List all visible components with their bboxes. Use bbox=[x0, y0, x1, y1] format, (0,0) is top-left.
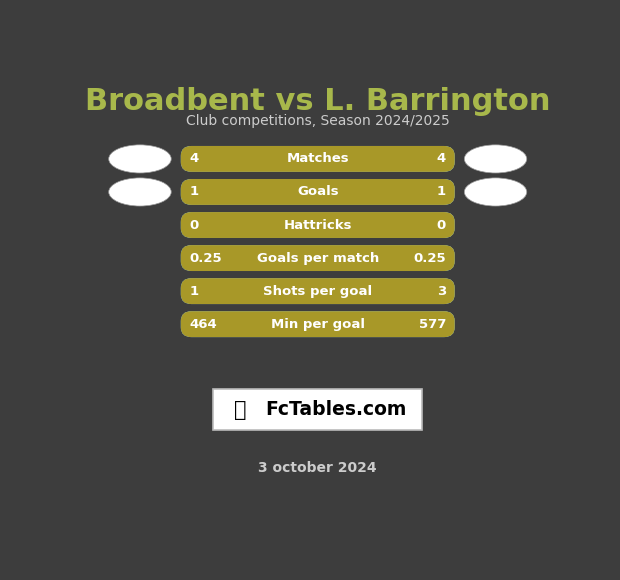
Text: Matches: Matches bbox=[286, 153, 349, 165]
Text: 1: 1 bbox=[437, 186, 446, 198]
Text: 0.25: 0.25 bbox=[414, 252, 446, 264]
Text: Broadbent vs L. Barrington: Broadbent vs L. Barrington bbox=[85, 88, 551, 117]
FancyBboxPatch shape bbox=[181, 278, 454, 304]
Text: 📊: 📊 bbox=[234, 400, 246, 420]
Ellipse shape bbox=[464, 178, 527, 206]
Text: Goals per match: Goals per match bbox=[257, 252, 379, 264]
FancyBboxPatch shape bbox=[181, 212, 454, 238]
FancyBboxPatch shape bbox=[181, 311, 454, 337]
FancyBboxPatch shape bbox=[181, 311, 454, 337]
Text: 4: 4 bbox=[437, 153, 446, 165]
FancyBboxPatch shape bbox=[181, 146, 454, 172]
Text: 0.25: 0.25 bbox=[190, 252, 222, 264]
Ellipse shape bbox=[464, 145, 527, 173]
Text: 577: 577 bbox=[418, 318, 446, 331]
Text: Club competitions, Season 2024/2025: Club competitions, Season 2024/2025 bbox=[186, 114, 450, 128]
Text: Goals: Goals bbox=[297, 186, 339, 198]
FancyBboxPatch shape bbox=[181, 245, 454, 271]
Ellipse shape bbox=[108, 145, 171, 173]
Text: Hattricks: Hattricks bbox=[283, 219, 352, 231]
Ellipse shape bbox=[108, 178, 171, 206]
FancyBboxPatch shape bbox=[213, 389, 422, 430]
Text: 4: 4 bbox=[190, 153, 198, 165]
Text: Min per goal: Min per goal bbox=[271, 318, 365, 331]
Text: 1: 1 bbox=[190, 285, 198, 298]
FancyBboxPatch shape bbox=[181, 179, 454, 205]
FancyBboxPatch shape bbox=[181, 245, 454, 271]
Text: FcTables.com: FcTables.com bbox=[265, 400, 407, 419]
Text: Shots per goal: Shots per goal bbox=[263, 285, 373, 298]
FancyBboxPatch shape bbox=[181, 146, 454, 172]
FancyBboxPatch shape bbox=[181, 278, 454, 304]
Text: 1: 1 bbox=[190, 186, 198, 198]
Text: 464: 464 bbox=[190, 318, 217, 331]
Text: 3: 3 bbox=[437, 285, 446, 298]
FancyBboxPatch shape bbox=[181, 179, 454, 205]
Text: 0: 0 bbox=[437, 219, 446, 231]
Text: 0: 0 bbox=[190, 219, 198, 231]
FancyBboxPatch shape bbox=[181, 212, 454, 238]
Text: 3 october 2024: 3 october 2024 bbox=[259, 461, 377, 475]
